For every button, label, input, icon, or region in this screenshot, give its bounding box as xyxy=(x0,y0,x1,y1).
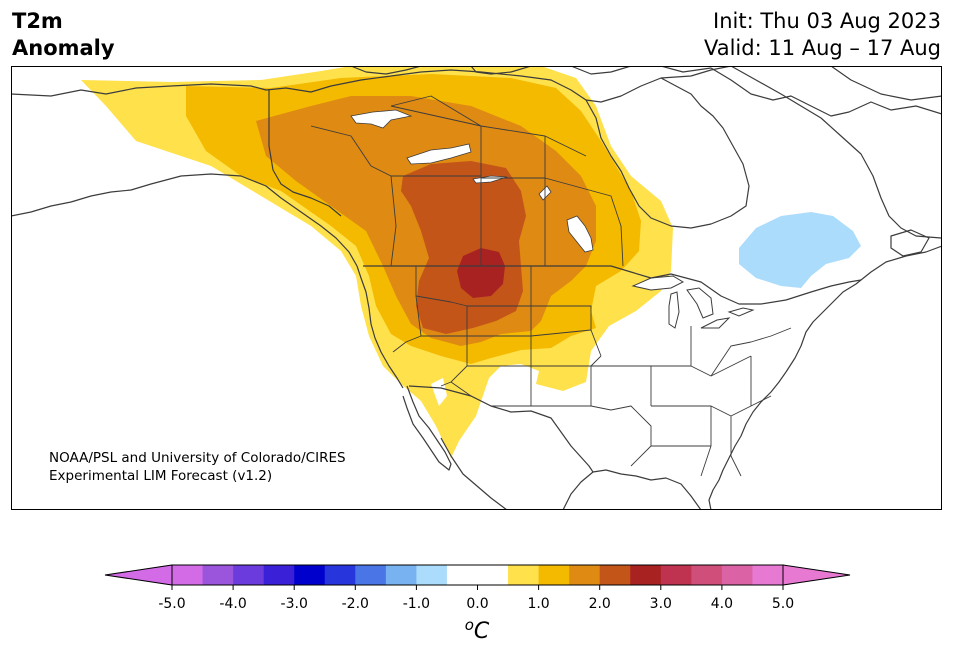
newfoundland-coast xyxy=(890,229,930,257)
map-boundaries xyxy=(11,66,942,510)
bc-alaska-coast xyxy=(11,173,358,267)
colorbar-bin xyxy=(172,565,203,585)
canada-us-border xyxy=(363,265,862,305)
credit-line-2: Experimental LIM Forecast (v1.2) xyxy=(49,468,273,484)
arctic-islands xyxy=(350,66,712,75)
us-mexico-border xyxy=(408,385,594,473)
colorbar-tick-label: -3.0 xyxy=(281,596,308,612)
anomaly-map xyxy=(11,66,942,510)
colorbar-tick-label: -1.0 xyxy=(403,596,430,612)
lake-ontario xyxy=(727,307,755,317)
great-lakes xyxy=(631,275,755,329)
colorbar-bin xyxy=(538,565,570,585)
colorbar-bin xyxy=(355,565,387,585)
colorbar-tick-label: 4.0 xyxy=(711,596,733,612)
colorbar: -5.0 -4.0 -3.0 -2.0 -1.0 0.0 1.0 2.0 3.0 4.0 5.0 o… xyxy=(104,564,851,640)
forecast-dates: Init: Thu 03 Aug 2023 Valid: 11 Aug – 17… xyxy=(704,8,941,62)
great-bear-lake xyxy=(350,109,413,129)
colorbar-bin xyxy=(721,565,753,585)
greenland-coast xyxy=(830,66,942,101)
colorbar-bin xyxy=(324,565,356,585)
gulf-coast xyxy=(562,469,702,510)
labrador-coast xyxy=(730,66,942,239)
baffin-coast xyxy=(710,67,942,117)
colorbar-bin xyxy=(263,565,295,585)
lake-erie xyxy=(700,317,731,329)
colorbar-tick-label: 1.0 xyxy=(527,596,549,612)
colorbar-bin xyxy=(385,565,417,585)
credit-line-1: NOAA/PSL and University of Colorado/CIRE… xyxy=(49,450,346,466)
colorbar-extend-high xyxy=(782,564,851,586)
title-subtitle: Anomaly xyxy=(12,36,115,60)
lake-winnipeg xyxy=(566,215,594,253)
gulf-st-lawrence-coast xyxy=(785,245,942,373)
anomaly-band-neg1p0 xyxy=(739,212,861,288)
colorbar-bin xyxy=(233,565,264,585)
colorbar-tick-label: 2.0 xyxy=(589,596,611,612)
colorbar-bin xyxy=(508,565,539,585)
colorbar-tick-label: 0.0 xyxy=(466,596,488,612)
pacific-coast xyxy=(356,265,404,389)
credit-text: NOAA/PSL and University of Colorado/CIRE… xyxy=(49,449,346,485)
lake-huron xyxy=(686,287,714,319)
valid-range: Valid: 11 Aug – 17 Aug xyxy=(703,36,941,60)
colorbar-bin xyxy=(660,565,692,585)
lake-michigan xyxy=(668,291,680,329)
map-frame xyxy=(11,66,942,510)
colorbar-bin xyxy=(294,565,326,585)
colorbar-extend-low xyxy=(104,564,173,586)
province-borders xyxy=(310,95,624,267)
anomaly-band-2p5 xyxy=(457,248,505,298)
colorbar-bin xyxy=(599,565,631,585)
colorbar-tick-label: -4.0 xyxy=(219,596,246,612)
colorbar-bin xyxy=(416,565,448,585)
colorbar-bin xyxy=(630,565,662,585)
great-slave-lake xyxy=(406,143,472,165)
colorbar-bin xyxy=(202,565,234,585)
map-title: T2m Anomaly xyxy=(12,8,115,62)
colorbar-bin xyxy=(691,565,723,585)
arctic-coastline xyxy=(11,66,732,103)
colorbar-ticks: -5.0 -4.0 -3.0 -2.0 -1.0 0.0 1.0 2.0 3.0 4.0 5.0 xyxy=(158,585,794,612)
colorbar-tick-label: 5.0 xyxy=(772,596,794,612)
mexico-pacific-coast xyxy=(440,437,508,510)
init-date: Init: Thu 03 Aug 2023 xyxy=(713,9,941,33)
colorbar-bins xyxy=(172,565,784,585)
alaska-yukon-border xyxy=(268,90,342,217)
colorbar-bin xyxy=(569,565,600,585)
colorbar-unit: oC xyxy=(465,616,490,640)
us-east-coast xyxy=(708,371,787,510)
neutral-patch-sonora xyxy=(489,364,539,384)
colorbar-tick-label: -5.0 xyxy=(158,596,185,612)
colorbar-tick-label: -2.0 xyxy=(342,596,369,612)
baja-peninsula xyxy=(402,385,452,471)
hudson-bay-coast xyxy=(585,77,750,229)
colorbar-tick-label: 3.0 xyxy=(650,596,672,612)
title-variable: T2m xyxy=(12,9,63,33)
colorbar-bin xyxy=(446,565,509,585)
colorbar-bin xyxy=(752,565,784,585)
